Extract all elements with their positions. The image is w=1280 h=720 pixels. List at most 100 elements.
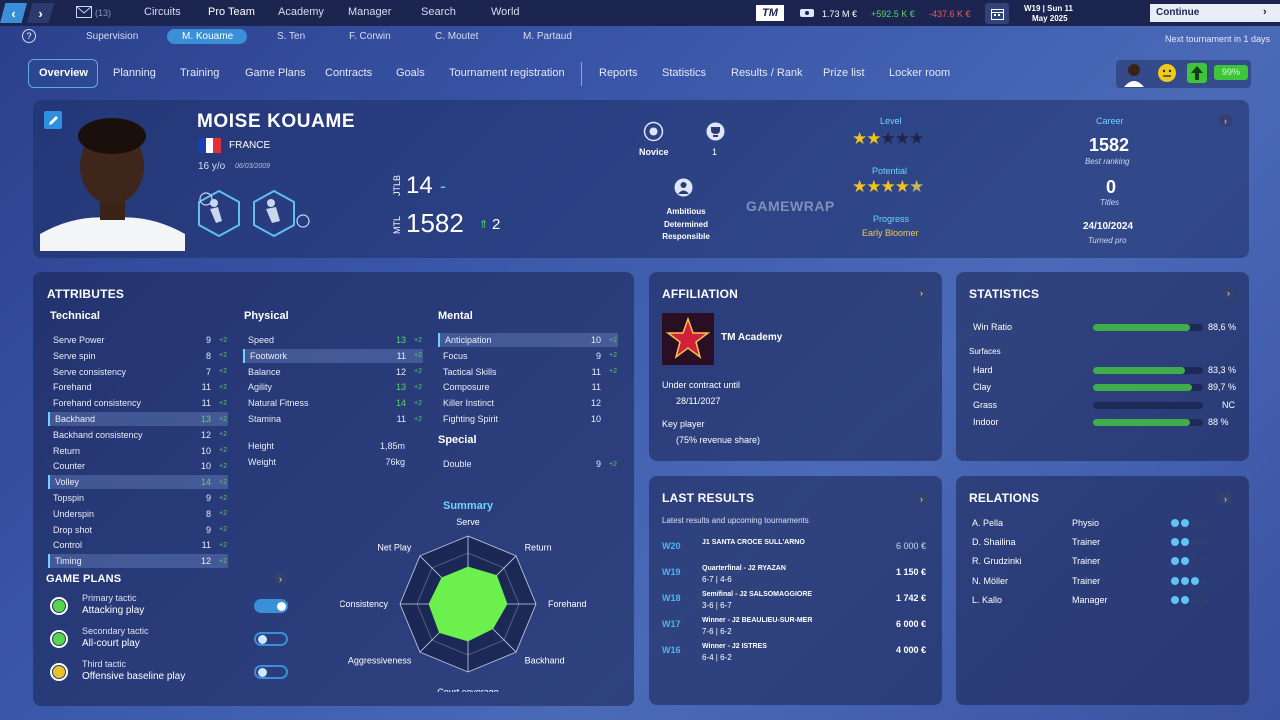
help-icon[interactable]: ? bbox=[22, 29, 36, 43]
nav-circuits[interactable]: Circuits bbox=[144, 6, 181, 18]
tab-tournament-registration[interactable]: Tournament registration bbox=[449, 67, 565, 79]
attribute-value: 13 bbox=[200, 414, 211, 424]
tab-reports[interactable]: Reports bbox=[599, 67, 638, 79]
attribute-row[interactable]: Anticipation 10 +2 bbox=[438, 333, 618, 347]
tab-locker-room[interactable]: Locker room bbox=[889, 67, 951, 79]
attribute-row[interactable]: Composure 11 bbox=[438, 380, 618, 394]
attribute-row[interactable]: Topspin 9 +2 bbox=[48, 491, 228, 505]
tab-results-rank[interactable]: Results / Rank bbox=[731, 67, 803, 79]
edit-button[interactable] bbox=[44, 111, 62, 129]
tactic-toggle[interactable] bbox=[254, 632, 288, 646]
result-row[interactable] bbox=[656, 641, 936, 665]
tab-statistics[interactable]: Statistics bbox=[662, 67, 707, 79]
relation-name[interactable]: R. Grudzinki bbox=[972, 556, 1022, 567]
attribute-row[interactable]: Control 11 +2 bbox=[48, 538, 228, 552]
relation-role: Trainer bbox=[1072, 556, 1101, 567]
subnav-player-kouame[interactable]: M. Kouame bbox=[182, 31, 234, 42]
back-arrow-icon[interactable]: ‹ bbox=[0, 3, 27, 23]
attribute-row[interactable]: Killer Instinct 12 bbox=[438, 396, 618, 410]
nav-search[interactable]: Search bbox=[421, 6, 456, 18]
subnav-player-corwin[interactable]: F. Corwin bbox=[349, 31, 391, 42]
relation-level-icon bbox=[1171, 557, 1209, 566]
tab-contracts[interactable]: Contracts bbox=[325, 67, 373, 79]
tab-overview[interactable]: Overview bbox=[39, 67, 88, 79]
subnav-player-partaud[interactable]: M. Partaud bbox=[523, 31, 572, 42]
relation-name[interactable]: L. Kallo bbox=[972, 594, 1003, 605]
attribute-row[interactable]: Fighting Spirit 10 bbox=[438, 412, 618, 426]
attribute-row[interactable]: Focus 9 +2 bbox=[438, 349, 618, 363]
statistics-title: STATISTICS bbox=[969, 287, 1040, 301]
result-score: 3-6 | 6-7 bbox=[702, 601, 732, 610]
attribute-row[interactable]: Tactical Skills 11 +2 bbox=[438, 365, 618, 379]
surface-value: 83,3 % bbox=[1208, 365, 1237, 375]
attribute-row[interactable]: Double 9 +2 bbox=[438, 457, 618, 471]
radar-axis-label: Return bbox=[525, 542, 552, 552]
radar-axis-label: Court coverage bbox=[437, 687, 499, 692]
attribute-row[interactable]: Serve spin 8 +2 bbox=[48, 349, 228, 363]
form-up-arrow-icon bbox=[1187, 63, 1207, 83]
attribute-value: 11 bbox=[591, 366, 601, 377]
relation-name[interactable]: N. Möller bbox=[972, 575, 1009, 586]
attribute-row[interactable]: Backhand consistency 12 +2 bbox=[48, 428, 228, 442]
attribute-name: Double bbox=[443, 459, 472, 469]
tactic-value[interactable]: Attacking play bbox=[82, 605, 145, 616]
attribute-row[interactable]: Underspin 8 +2 bbox=[48, 507, 228, 521]
result-score: 6-4 | 6-2 bbox=[702, 653, 732, 662]
subnav-player-moutet[interactable]: C. Moutet bbox=[435, 31, 479, 42]
tactic-toggle[interactable] bbox=[254, 599, 288, 613]
subnav-supervision[interactable]: Supervision bbox=[86, 31, 139, 42]
laurel-rank-icon bbox=[643, 121, 664, 142]
tab-game-plans[interactable]: Game Plans bbox=[245, 67, 306, 79]
attribute-row[interactable]: Timing 12 +2 bbox=[48, 554, 228, 569]
relation-name[interactable]: D. Shailina bbox=[972, 537, 1016, 548]
attribute-row[interactable]: Serve Power 9 +2 bbox=[48, 333, 228, 347]
affiliation-details-button[interactable]: › bbox=[915, 286, 928, 299]
result-prize: 4 000 € bbox=[895, 645, 926, 655]
relations-details-button[interactable]: › bbox=[1219, 492, 1232, 505]
attribute-progress: +2 bbox=[219, 510, 227, 518]
nav-world[interactable]: World bbox=[491, 6, 520, 18]
result-row[interactable] bbox=[656, 563, 936, 587]
calendar-button[interactable] bbox=[985, 3, 1009, 24]
attribute-row[interactable]: Footwork 11 +2 bbox=[243, 348, 423, 363]
continue-button[interactable]: Continue bbox=[1150, 4, 1280, 22]
attribute-name: Underspin bbox=[53, 508, 95, 519]
tactic-value[interactable]: All-court play bbox=[82, 638, 140, 649]
tactic-value[interactable]: Offensive baseline play bbox=[82, 671, 186, 682]
attribute-row[interactable]: Speed 13 +2 bbox=[243, 333, 423, 347]
tab-planning[interactable]: Planning bbox=[113, 67, 156, 79]
attribute-name: Timing bbox=[55, 556, 82, 567]
attribute-row[interactable]: Forehand consistency 11 +2 bbox=[48, 396, 228, 410]
last-results-details-button[interactable]: › bbox=[915, 492, 928, 505]
game-plans-details-button[interactable]: › bbox=[274, 572, 287, 585]
attribute-row[interactable]: Forehand 11 +2 bbox=[48, 380, 228, 394]
statistics-details-button[interactable]: › bbox=[1222, 286, 1235, 299]
attribute-row[interactable]: Agility 13 +2 bbox=[243, 380, 423, 394]
attribute-value: 7 bbox=[205, 366, 211, 377]
attribute-value: 10 bbox=[590, 414, 601, 424]
attribute-row[interactable]: Backhand 13 +2 bbox=[48, 412, 228, 426]
career-details-button[interactable]: › bbox=[1219, 114, 1232, 127]
attribute-row[interactable]: Balance 12 +2 bbox=[243, 365, 423, 379]
trait-1: Ambitious bbox=[666, 207, 706, 216]
surface-name: Clay bbox=[973, 382, 992, 393]
attribute-row[interactable]: Serve consistency 7 +2 bbox=[48, 365, 228, 379]
attribute-row[interactable]: Natural Fitness 14 +2 bbox=[243, 396, 423, 410]
attribute-row[interactable]: Counter 10 +2 bbox=[48, 459, 228, 473]
attribute-row[interactable]: Volley 14 +2 bbox=[48, 475, 228, 490]
nav-pro-team[interactable]: Pro Team bbox=[208, 6, 255, 18]
tab-training[interactable]: Training bbox=[180, 67, 220, 79]
nav-academy[interactable]: Academy bbox=[278, 6, 324, 18]
current-month: May 2025 bbox=[1032, 14, 1068, 23]
attribute-row[interactable]: Drop shot 9 +2 bbox=[48, 523, 228, 537]
tab-prize-list[interactable]: Prize list bbox=[823, 67, 865, 79]
attribute-row[interactable]: Return 10 +2 bbox=[48, 444, 228, 458]
mail-icon[interactable] bbox=[76, 6, 92, 18]
nav-manager[interactable]: Manager bbox=[348, 6, 392, 18]
forward-arrow-icon[interactable]: › bbox=[27, 3, 54, 23]
tab-goals[interactable]: Goals bbox=[396, 67, 425, 79]
tactic-toggle[interactable] bbox=[254, 665, 288, 679]
subnav-player-ten[interactable]: S. Ten bbox=[277, 31, 306, 42]
relation-name[interactable]: A. Pella bbox=[972, 518, 1004, 528]
attribute-row[interactable]: Stamina 11 +2 bbox=[243, 412, 423, 426]
